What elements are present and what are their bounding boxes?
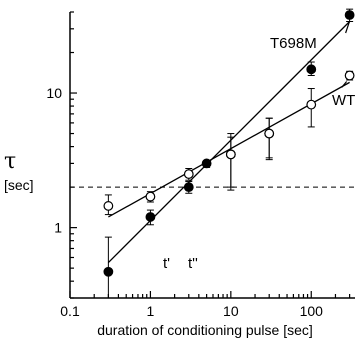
- x-tick-label: 1: [147, 303, 155, 319]
- marker-t698m: [103, 266, 114, 277]
- marker-wt: [145, 191, 156, 202]
- labels: τ [sec] duration of conditioning pulse […: [4, 35, 355, 338]
- label-leader-wt: [341, 81, 348, 88]
- x-tick-label: 100: [300, 303, 324, 319]
- marker-t698m: [306, 64, 317, 75]
- x-tick-label: 10: [223, 303, 239, 319]
- marker-t698m: [344, 10, 355, 20]
- y-tick-label: 1: [54, 220, 62, 236]
- marker-t698m: [183, 182, 194, 193]
- marker-wt: [103, 201, 114, 211]
- marker-wt: [183, 169, 194, 179]
- marker-t698m: [201, 158, 212, 169]
- annotation-t-double-prime: t'': [188, 255, 198, 272]
- y-axis-symbol: τ: [4, 149, 16, 174]
- y-axis-unit: [sec]: [4, 177, 34, 193]
- label-leader-t698m: [345, 20, 351, 34]
- y-tick-label: 10: [46, 85, 62, 101]
- marker-t698m: [145, 212, 156, 222]
- x-axis-title: duration of conditioning pulse [sec]: [97, 322, 313, 338]
- annotation-t-prime: t': [163, 255, 170, 272]
- x-tick-label: 0.1: [60, 303, 80, 319]
- marker-wt: [306, 99, 317, 110]
- marker-wt: [264, 128, 275, 139]
- fit-lines: [107, 20, 351, 264]
- axes: 0.1 1 10 100 1 10: [46, 11, 355, 319]
- marker-wt: [225, 149, 236, 160]
- series-label-wt: WT: [332, 92, 355, 109]
- markers: [103, 10, 355, 277]
- series-label-t698m: T698M: [270, 35, 317, 52]
- fit-line-t698m: [107, 21, 351, 264]
- marker-wt: [344, 70, 355, 81]
